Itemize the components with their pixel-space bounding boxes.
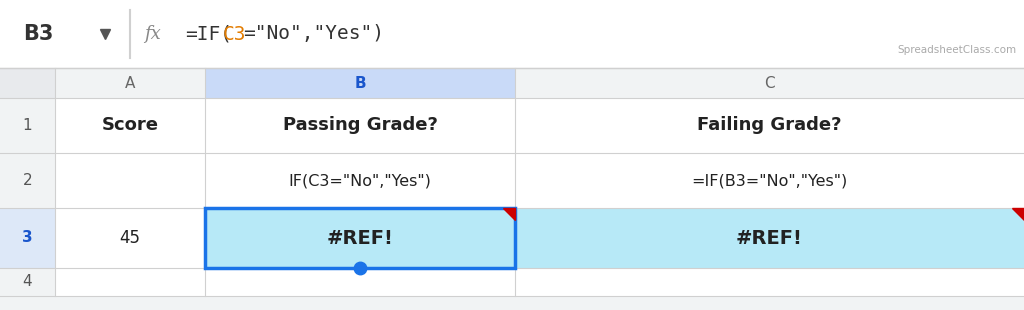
Text: C: C <box>764 76 775 91</box>
Text: B: B <box>354 76 366 91</box>
Text: IF(C3="No","Yes"): IF(C3="No","Yes") <box>289 173 431 188</box>
Bar <box>55 208 205 268</box>
Bar <box>0 268 1024 296</box>
Bar <box>0 98 55 153</box>
Bar <box>0 0 1024 68</box>
Text: 4: 4 <box>23 274 33 290</box>
Bar <box>0 268 55 296</box>
Text: #REF!: #REF! <box>736 228 803 247</box>
Text: 2: 2 <box>23 173 33 188</box>
Bar <box>515 208 1024 268</box>
Bar <box>55 68 205 98</box>
Text: =IF(: =IF( <box>185 24 232 43</box>
Bar <box>0 68 55 98</box>
Text: =IF(B3="No","Yes"): =IF(B3="No","Yes") <box>691 173 848 188</box>
Bar <box>0 98 1024 153</box>
Text: Score: Score <box>101 117 159 135</box>
Bar <box>0 153 1024 208</box>
Bar <box>0 208 1024 268</box>
Text: Passing Grade?: Passing Grade? <box>283 117 437 135</box>
Text: A: A <box>125 76 135 91</box>
Text: Failing Grade?: Failing Grade? <box>697 117 842 135</box>
Polygon shape <box>1012 208 1024 220</box>
Bar <box>0 208 55 268</box>
Text: 1: 1 <box>23 118 33 133</box>
Bar <box>205 68 515 98</box>
Bar <box>0 153 55 208</box>
Text: 45: 45 <box>120 229 140 247</box>
Polygon shape <box>503 208 515 220</box>
Bar <box>515 68 1024 98</box>
Text: SpreadsheetClass.com: SpreadsheetClass.com <box>897 45 1016 55</box>
Bar <box>205 208 515 268</box>
Text: #REF!: #REF! <box>327 228 393 247</box>
Bar <box>0 68 1024 98</box>
Text: fx: fx <box>143 25 161 43</box>
Text: C3: C3 <box>223 24 247 43</box>
Text: B3: B3 <box>23 24 53 44</box>
Text: ="No","Yes"): ="No","Yes") <box>243 24 384 43</box>
Bar <box>205 208 515 268</box>
Text: 3: 3 <box>23 231 33 246</box>
